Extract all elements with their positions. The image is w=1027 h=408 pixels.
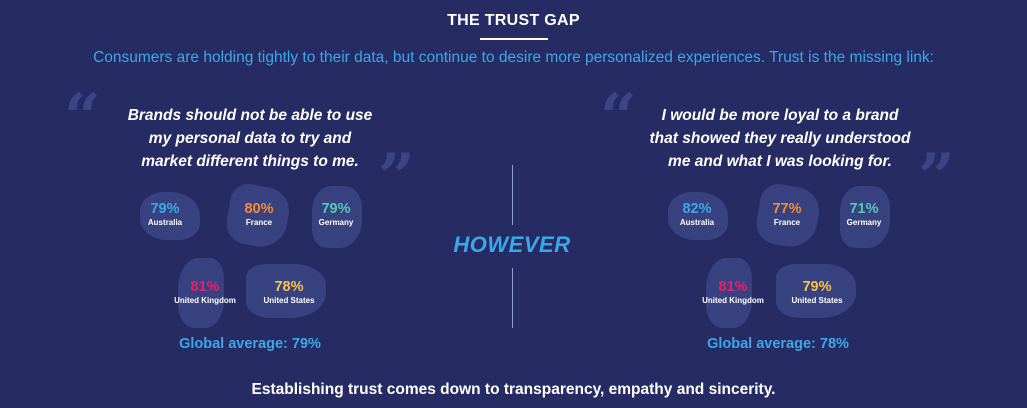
left-quote-line: market different things to me. xyxy=(141,153,359,170)
united-states-map-icon xyxy=(246,264,326,318)
stat-value: 77% xyxy=(772,201,802,217)
however-label: HOWEVER xyxy=(453,232,571,257)
stat-country: France xyxy=(245,218,273,227)
center-divider-top xyxy=(512,165,513,225)
stat-value: 79% xyxy=(150,201,180,217)
germany-map-icon xyxy=(840,186,890,248)
stat-united-states: 78% United States xyxy=(234,279,344,306)
close-quote-icon: ” xyxy=(918,140,955,215)
stat-value: 81% xyxy=(718,279,748,295)
stat-united-kingdom: 81% United Kingdom xyxy=(678,279,788,306)
united-kingdom-map-icon xyxy=(706,258,752,328)
stat-country: United States xyxy=(791,296,843,305)
left-global-average: Global average: 79% xyxy=(179,336,321,352)
right-quote-line: I would be more loyal to a brand xyxy=(661,107,899,124)
stat-country: United States xyxy=(263,296,315,305)
stat-value: 79% xyxy=(321,201,351,217)
left-quote: Brands should not be able to use my pers… xyxy=(100,104,400,173)
stat-france: 80% France xyxy=(204,201,314,228)
stat-country: United Kingdom xyxy=(174,296,236,305)
stat-australia: 79% Australia xyxy=(110,201,220,228)
stat-country: Australia xyxy=(147,218,183,227)
stat-country: France xyxy=(773,218,801,227)
australia-map-icon xyxy=(668,192,728,240)
open-quote-icon: “ xyxy=(64,80,101,155)
stat-country: Germany xyxy=(846,218,882,227)
stat-united-states: 79% United States xyxy=(762,279,872,306)
stat-country: Germany xyxy=(318,218,354,227)
united-states-map-icon xyxy=(776,264,856,318)
stat-value: 71% xyxy=(849,201,879,217)
stat-country: Australia xyxy=(679,218,715,227)
united-kingdom-map-icon xyxy=(178,258,224,328)
right-global-average: Global average: 78% xyxy=(707,336,849,352)
stat-value: 82% xyxy=(682,201,712,217)
close-quote-icon: ” xyxy=(378,140,415,215)
stat-value: 79% xyxy=(802,279,832,295)
australia-map-icon xyxy=(140,192,200,240)
stat-value: 78% xyxy=(274,279,304,295)
title-underline xyxy=(480,38,548,40)
right-quote-line: me and what I was looking for. xyxy=(668,153,892,170)
subtitle: Consumers are holding tightly to their d… xyxy=(93,49,934,66)
right-quote: I would be more loyal to a brand that sh… xyxy=(620,104,940,173)
stat-australia: 82% Australia xyxy=(642,201,752,228)
stat-united-kingdom: 81% United Kingdom xyxy=(150,279,260,306)
open-quote-icon: “ xyxy=(600,80,637,155)
center-divider-bottom xyxy=(512,268,513,328)
right-quote-line: that showed they really understood xyxy=(649,130,911,147)
stat-france: 77% France xyxy=(732,201,842,228)
stat-value: 81% xyxy=(190,279,220,295)
left-quote-line: Brands should not be able to use xyxy=(127,107,373,124)
stat-germany: 79% Germany xyxy=(281,201,391,228)
footer-statement: Establishing trust comes down to transpa… xyxy=(251,381,776,398)
page-title: THE TRUST GAP xyxy=(447,12,580,29)
stat-germany: 71% Germany xyxy=(809,201,919,228)
left-quote-line: my personal data to try and xyxy=(148,130,352,147)
stat-country: United Kingdom xyxy=(702,296,764,305)
stat-value: 80% xyxy=(244,201,274,217)
germany-map-icon xyxy=(312,186,362,248)
